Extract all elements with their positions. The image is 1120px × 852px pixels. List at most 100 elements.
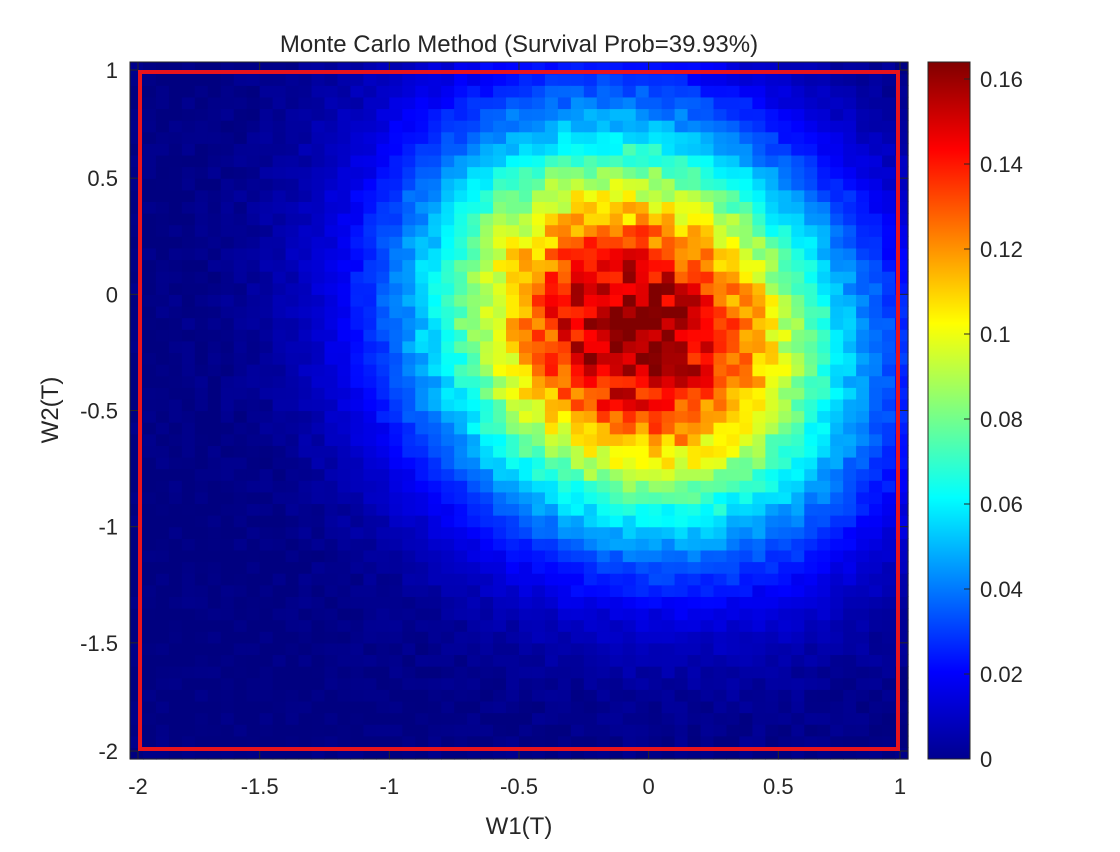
heatmap-cell [804,213,818,226]
heatmap-cell [635,700,650,714]
heatmap-cell [285,154,300,168]
heatmap-cell [596,224,611,237]
heatmap-cell [493,120,507,133]
heatmap-cell [246,120,261,133]
heatmap-cell [791,236,805,249]
heatmap-cell [544,689,559,702]
heatmap-cell [713,480,728,493]
heatmap-cell [519,178,533,191]
heatmap-cell [674,236,689,249]
heatmap-cell [661,73,676,86]
heatmap-cell [220,364,235,377]
heatmap-cell [570,154,585,168]
heatmap-cell [609,549,624,563]
heatmap-cell [389,607,403,621]
heatmap-cell [168,561,183,574]
heatmap-cell [817,677,831,690]
heatmap-cell [415,317,429,330]
heatmap-cell [765,666,779,679]
heatmap-cell [376,712,390,725]
heatmap-cell [622,317,637,330]
heatmap-cell [389,120,403,133]
heatmap-cell [713,666,728,679]
heatmap-cell [700,724,715,737]
heatmap-cell [752,607,766,621]
heatmap-cell [142,654,157,667]
heatmap-cell [311,143,326,156]
heatmap-cell [869,654,883,667]
heatmap-cell [856,271,870,284]
heatmap-cell [272,73,287,86]
heatmap-cell [687,96,702,110]
heatmap-cell [363,689,377,702]
heatmap-cell [402,189,416,202]
heatmap-cell [233,491,248,505]
heatmap-cell [596,456,611,470]
heatmap-cell [609,607,624,621]
heatmap-cell [674,654,689,667]
heatmap-cell [856,642,870,656]
heatmap-cell [843,201,857,214]
heatmap-cell [726,654,741,667]
heatmap-cell [843,631,857,644]
heatmap-cell [233,224,248,237]
heatmap-cell [882,201,896,214]
heatmap-cell [869,247,883,261]
heatmap-cell [700,561,715,574]
heatmap-cell [402,387,416,400]
heatmap-cell [194,631,209,644]
heatmap-cell [168,259,183,272]
heatmap-cell [142,735,157,748]
heatmap-cell [454,422,468,435]
heatmap-cell [713,317,728,330]
heatmap-cell [350,305,364,319]
heatmap-cell [882,154,896,168]
heatmap-cell [311,340,326,354]
heatmap-cell [194,375,209,388]
heatmap-cell [752,654,766,667]
heatmap-cell [661,305,676,319]
heatmap-cell [259,654,274,667]
heatmap-cell [246,700,261,714]
heatmap-cell [570,677,585,690]
heatmap-cell [298,166,313,179]
heatmap-cell [804,503,818,516]
heatmap-cell [869,73,883,86]
heatmap-cell [583,526,598,539]
heatmap-cell [415,364,429,377]
heatmap-cell [817,352,831,365]
heatmap-cell [376,666,390,679]
heatmap-cell [311,131,326,144]
heatmap-cell [389,631,403,644]
heatmap-cell [752,387,766,400]
heatmap-cell [622,735,637,748]
heatmap-cell [739,677,753,690]
heatmap-cell [142,398,157,412]
heatmap-cell [752,224,766,237]
heatmap-cell [739,642,753,656]
heatmap-cell [428,526,442,539]
heatmap-cell [778,364,792,377]
heatmap-cell [583,422,598,435]
heatmap-cell [544,468,559,481]
heatmap-cell [765,607,779,621]
heatmap-cell [570,96,585,110]
heatmap-cell [635,364,650,377]
heatmap-cell [298,305,313,319]
heatmap-cell [389,236,403,249]
heatmap-cell [544,491,559,505]
heatmap-cell [596,549,611,563]
heatmap-cell [493,410,507,423]
heatmap-cell [765,236,779,249]
heatmap-cell [168,85,183,98]
heatmap-cell [493,689,507,702]
heatmap-cell [454,224,468,237]
heatmap-cell [376,189,390,202]
heatmap-cell [168,387,183,400]
heatmap-cell [713,213,728,226]
heatmap-cell [544,561,559,574]
heatmap-cell [415,735,429,748]
heatmap-cell [713,468,728,481]
heatmap-cell [181,73,196,86]
heatmap-cell [467,491,481,505]
